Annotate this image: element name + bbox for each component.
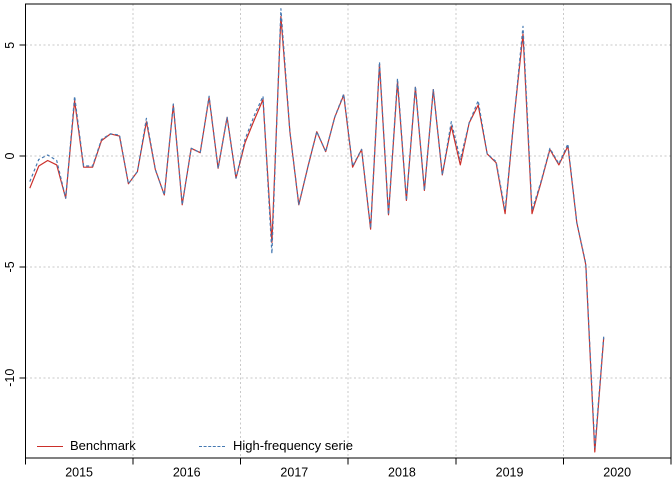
series-benchmark <box>29 15 605 453</box>
y-tick-label: -5 <box>3 261 17 272</box>
legend-label-high-frequency: High-frequency serie <box>233 438 353 453</box>
x-tick-label: 2015 <box>65 466 93 480</box>
x-tick-label: 2016 <box>173 466 201 480</box>
y-tick-label: 5 <box>3 42 17 49</box>
x-tick-label: 2017 <box>280 466 308 480</box>
y-tick-label: 0 <box>3 153 17 160</box>
x-tick-label: 2020 <box>603 466 631 480</box>
benchmark-line-sample <box>37 446 63 447</box>
x-tick-label: 2018 <box>388 466 416 480</box>
legend-label-benchmark: Benchmark <box>70 438 136 453</box>
high-frequency-line-sample <box>199 446 225 447</box>
y-tick-label: -10 <box>3 369 17 387</box>
series-high-frequency-serie <box>29 8 605 449</box>
x-tick-label: 2019 <box>496 466 524 480</box>
